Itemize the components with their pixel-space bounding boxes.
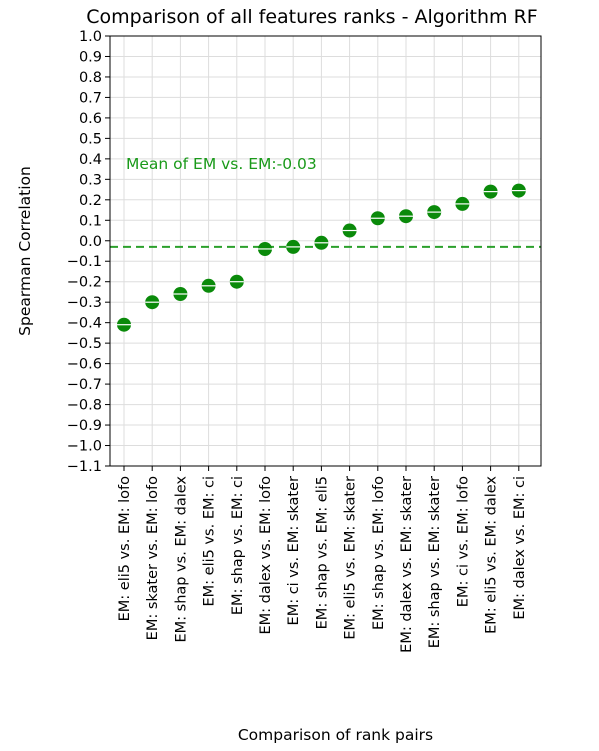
data-point — [370, 211, 385, 226]
plot-frame — [109, 35, 542, 467]
data-point — [229, 274, 244, 289]
x-tick-label: EM: shap vs. EM: ci — [230, 476, 246, 615]
data-point — [455, 196, 470, 211]
data-point — [511, 183, 526, 198]
y-tick-label: −0.5 — [67, 336, 102, 352]
y-tick-label: 0.5 — [79, 131, 102, 147]
y-tick-label: −0.8 — [67, 398, 102, 414]
y-tick-label: 0.3 — [79, 172, 102, 188]
y-tick-label: 0.6 — [79, 111, 102, 127]
x-tick-label: EM: dalex vs. EM: lofo — [258, 476, 274, 635]
data-point — [286, 239, 301, 254]
data-point — [399, 209, 413, 224]
x-tick-label: EM: eli5 vs. EM: lofo — [117, 476, 133, 622]
y-tick-label: 1.0 — [79, 29, 102, 45]
y-axis-label: Spearman Correlation — [16, 166, 34, 336]
y-tick-label: −1.0 — [67, 439, 102, 455]
y-tick-label: 0.2 — [79, 193, 102, 209]
x-tick-label: EM: ci vs. EM: lofo — [455, 476, 471, 607]
data-point — [201, 278, 216, 293]
x-tick-label: EM: eli5 vs. EM: dalex — [484, 476, 500, 634]
x-tick-label: EM: shap vs. EM: lofo — [371, 476, 387, 630]
x-tick-label: EM: eli5 vs. EM: skater — [343, 476, 359, 640]
data-point — [314, 235, 329, 250]
x-tick-label: EM: shap vs. EM: skater — [427, 476, 443, 648]
x-tick-label: EM: shap vs. EM: dalex — [173, 476, 189, 643]
y-tick-label: −0.6 — [67, 357, 102, 373]
x-tick-label: EM: dalex vs. EM: ci — [512, 476, 528, 620]
x-axis: EM: eli5 vs. EM: lofo EM: skater vs. EM: … — [117, 466, 528, 653]
y-tick-label: −0.1 — [67, 254, 102, 270]
mean-line-group: Mean of EM vs. EM:-0.03 — [110, 155, 541, 248]
y-tick-label: −1.1 — [67, 459, 102, 475]
mean-annotation: Mean of EM vs. EM:-0.03 — [126, 155, 317, 173]
data-point — [117, 317, 131, 332]
data-point — [342, 223, 357, 238]
data-point — [427, 205, 442, 220]
data-points — [117, 183, 526, 332]
y-tick-label: 0.8 — [79, 70, 102, 86]
x-tick-label: EM: eli5 vs. EM: ci — [202, 476, 218, 607]
x-tick-label: EM: skater vs. EM: lofo — [145, 476, 161, 640]
y-tick-label: −0.9 — [67, 418, 102, 434]
x-tick-label: EM: ci vs. EM: skater — [286, 476, 302, 625]
y-tick-label: 0.1 — [79, 213, 102, 229]
data-point — [258, 241, 272, 256]
y-tick-label: −0.3 — [67, 295, 102, 311]
y-tick-label: −0.4 — [67, 316, 102, 332]
y-tick-label: −0.7 — [67, 377, 102, 393]
y-tick-label: −0.2 — [67, 275, 102, 291]
y-tick-label: 0.9 — [79, 49, 102, 65]
y-tick-label: 0.4 — [79, 152, 102, 168]
grid — [110, 35, 541, 467]
y-tick-label: 0.0 — [79, 234, 102, 250]
y-tick-label: 0.7 — [79, 90, 102, 106]
x-tick-label: EM: dalex vs. EM: skater — [399, 476, 415, 653]
chart-title: Comparison of all features ranks - Algor… — [86, 6, 537, 28]
data-point — [145, 295, 160, 310]
data-point — [173, 287, 188, 301]
y-axis: 1.0 0.9 0.8 0.7 0.6 0.5 0.4 0.3 0.2 0.1 0.0 −0.1 −0.… — [67, 29, 110, 475]
data-point — [483, 184, 498, 199]
x-tick-label: EM: shap vs. EM: eli5 — [314, 476, 330, 629]
x-axis-label: Comparison of rank pairs — [238, 726, 433, 744]
